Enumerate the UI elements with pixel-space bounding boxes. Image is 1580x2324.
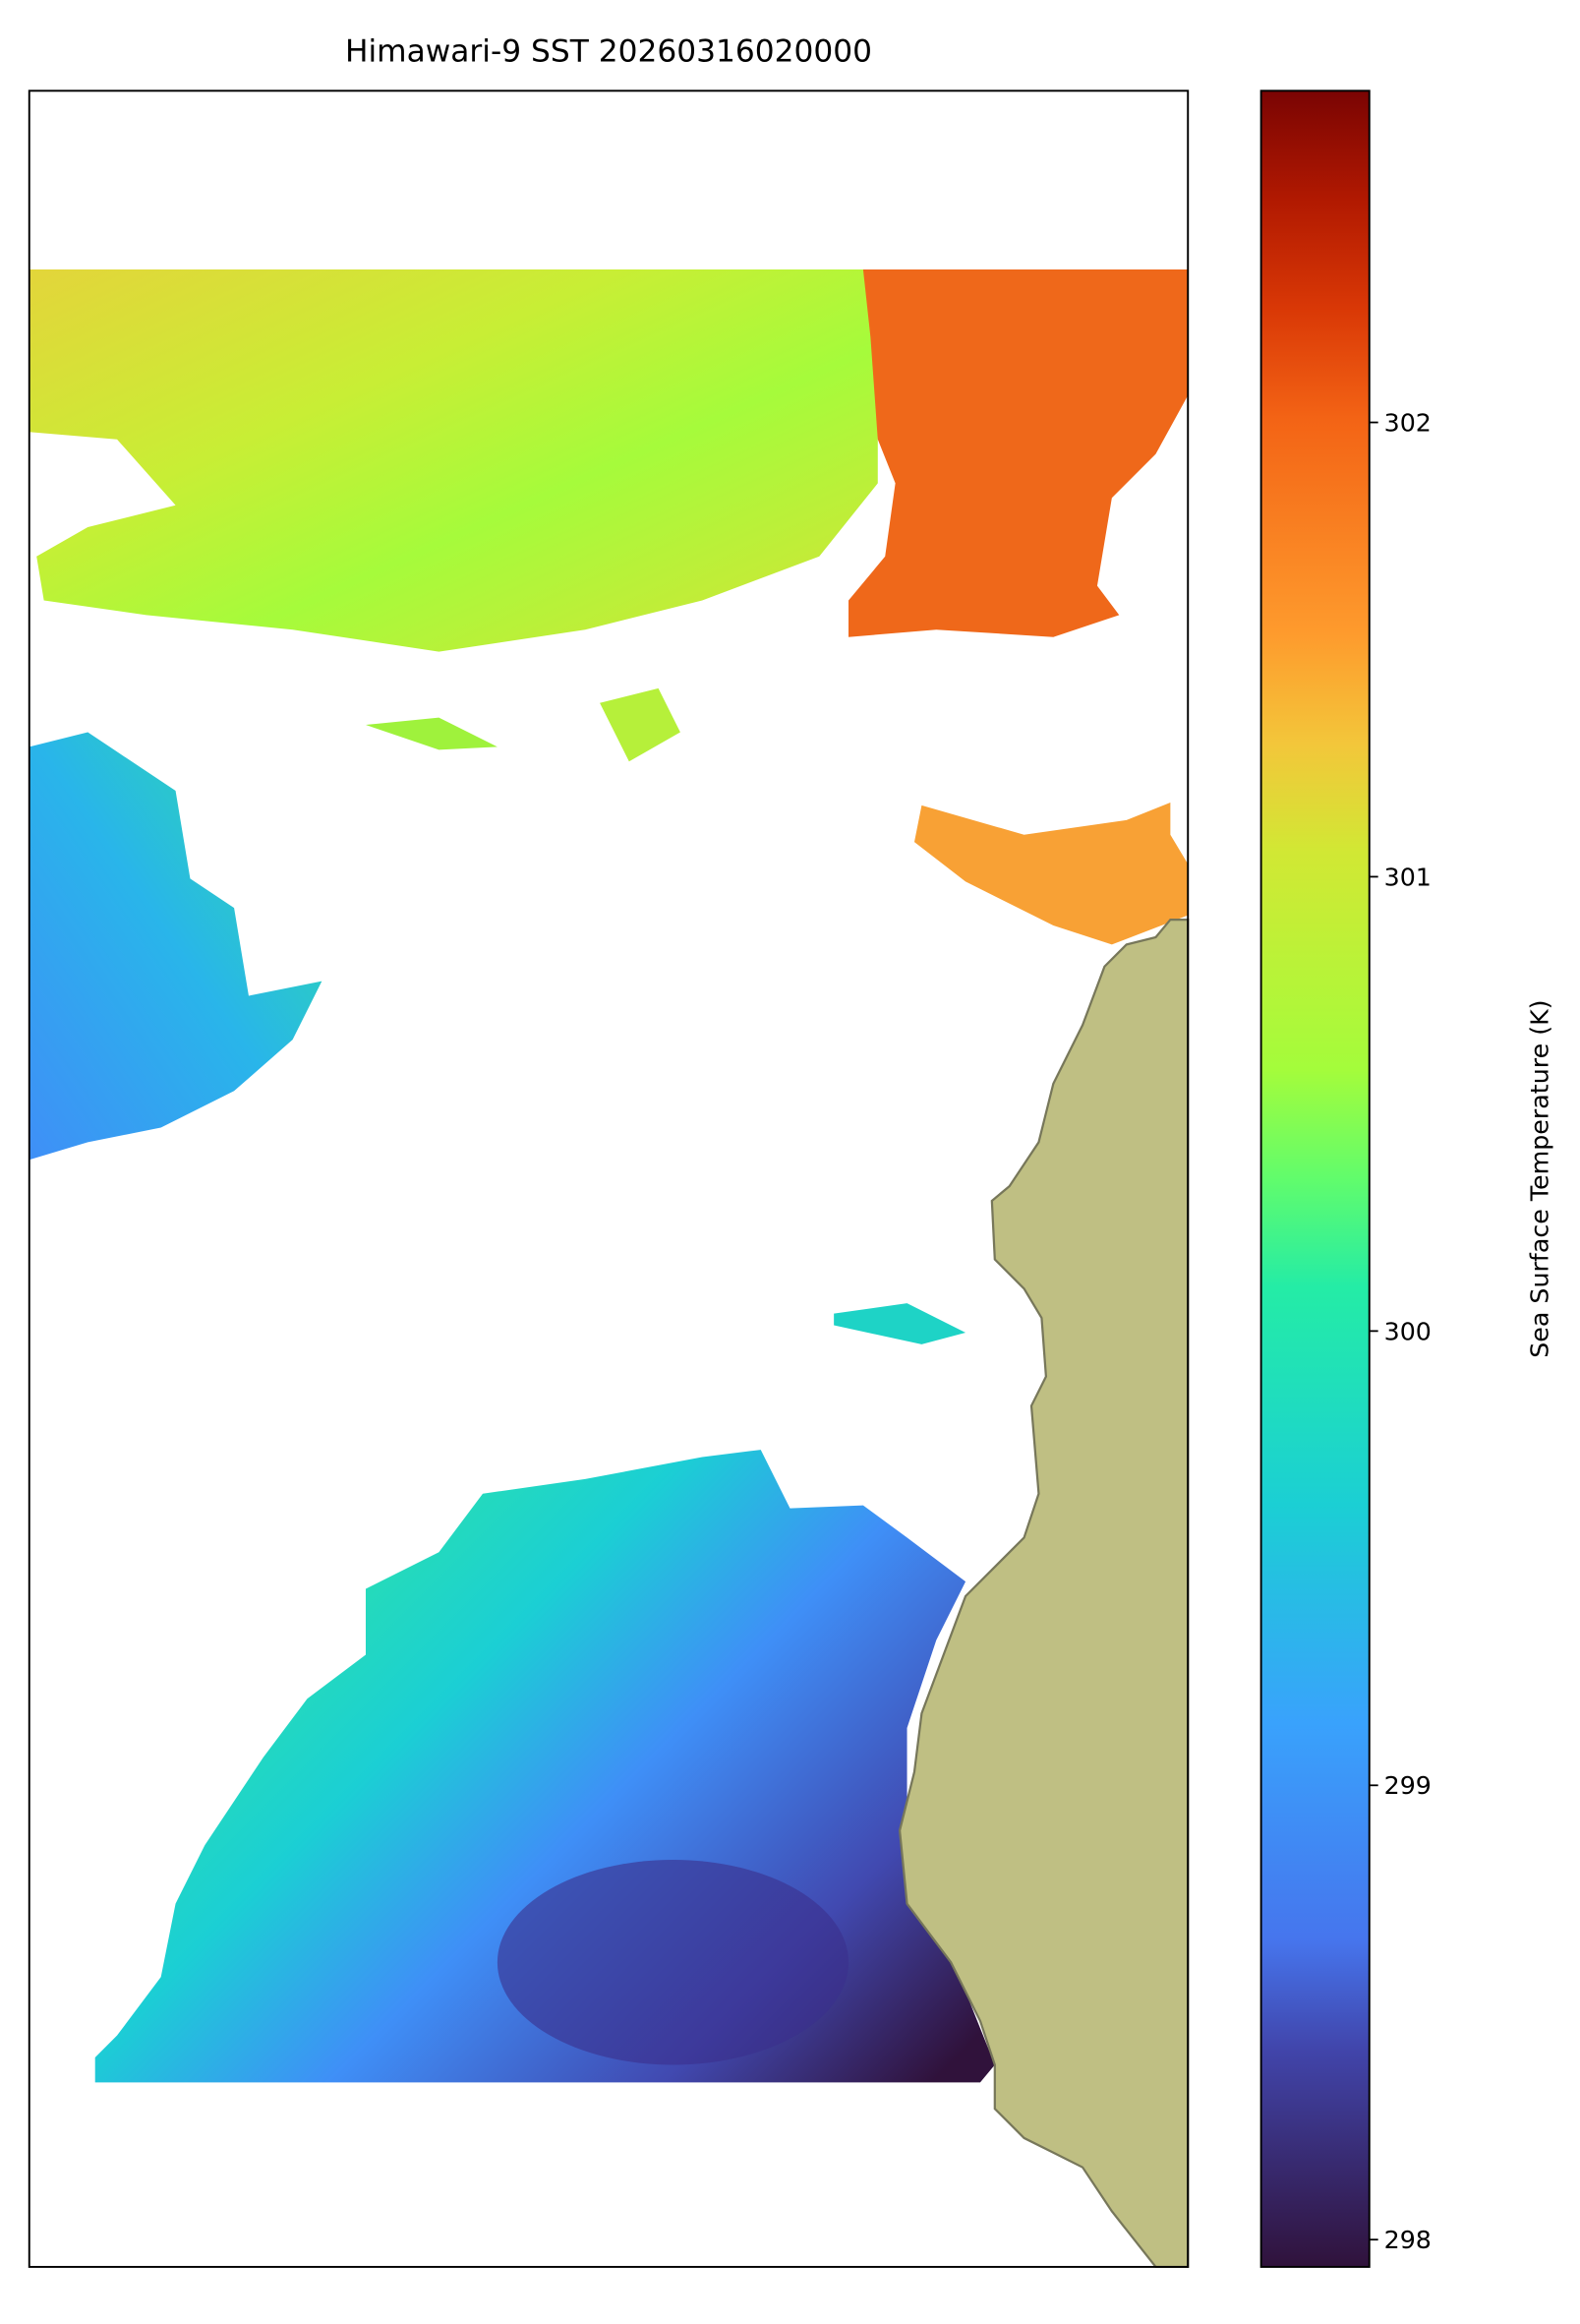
colorbar-tick-label: 301 (1384, 863, 1432, 891)
sst-field (497, 1859, 849, 2065)
land (898, 918, 1190, 2269)
chart-title: Himawari-9 SST 20260316020000 (345, 34, 872, 70)
sst-field (29, 732, 322, 1161)
sst-field (913, 802, 1189, 945)
sst-field (29, 268, 878, 652)
colorbar-tick-label: 298 (1384, 2226, 1432, 2254)
sst-field (834, 1303, 966, 1344)
sst-field (600, 687, 680, 762)
colorbar-gradient (1259, 89, 1371, 2268)
map (28, 89, 1190, 2269)
colorbar-tick-label: 299 (1384, 1771, 1432, 1800)
colorbar-label: Sea Surface Temperature (K) (1525, 999, 1553, 1357)
colorbar-tick-label: 300 (1384, 1317, 1432, 1345)
colorbar: 298 299 300 301 302 (1259, 89, 1432, 2268)
sst-field (365, 717, 497, 750)
map-frame (28, 89, 1190, 2268)
sst-field (849, 268, 1189, 637)
colorbar-tick-label: 302 (1384, 408, 1432, 437)
